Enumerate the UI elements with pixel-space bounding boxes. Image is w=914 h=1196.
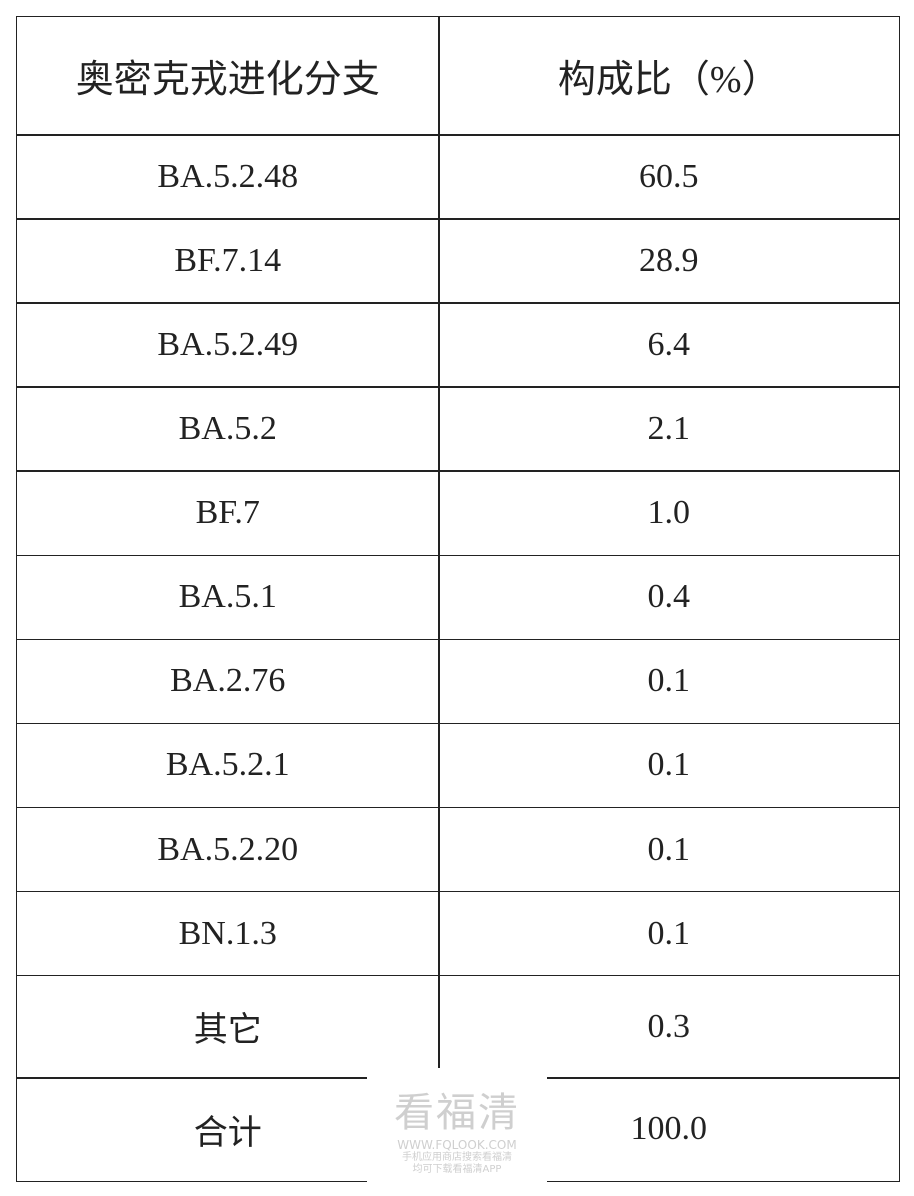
watermark-url: WWW.FQLOOK.COM: [397, 1138, 517, 1152]
table-cell: 60.5: [438, 134, 900, 220]
table-cell: 0.1: [438, 806, 900, 893]
table-cell: 28.9: [438, 218, 900, 304]
table-cell: 2.1: [438, 386, 900, 472]
table-cell: 0.1: [438, 890, 900, 977]
watermark-logo: 看福清: [394, 1090, 520, 1136]
watermark-note: 均可下载看福清APP: [412, 1164, 502, 1175]
table-cell: 0.1: [438, 722, 900, 809]
table-cell: BA.5.2: [16, 386, 440, 472]
table-cell: BF.7: [16, 470, 440, 556]
table-cell: 0.3: [438, 975, 900, 1079]
table-cell: 0.4: [438, 554, 900, 641]
table-cell: 0.1: [438, 638, 900, 725]
table-cell: BN.1.3: [16, 890, 440, 977]
table-cell: BA.5.2.1: [16, 722, 440, 809]
table-cell: 6.4: [438, 302, 900, 388]
table-cell: 其它: [16, 975, 440, 1079]
watermark: 看福清 WWW.FQLOOK.COM 手机应用商店搜索看福清 均可下载看福清AP…: [367, 1068, 547, 1196]
table-cell: BF.7.14: [16, 218, 440, 304]
header-cell: 奥密克戎进化分支: [16, 16, 440, 136]
table-cell: 1.0: [438, 470, 900, 556]
table-cell: BA.5.2.49: [16, 302, 440, 388]
table-cell: BA.5.2.20: [16, 806, 440, 893]
table-cell: BA.5.2.48: [16, 134, 440, 220]
header-cell: 构成比（%）: [438, 16, 900, 136]
watermark-note: 手机应用商店搜索看福清: [402, 1152, 512, 1163]
table-cell: BA.5.1: [16, 554, 440, 641]
table-cell: BA.2.76: [16, 638, 440, 725]
